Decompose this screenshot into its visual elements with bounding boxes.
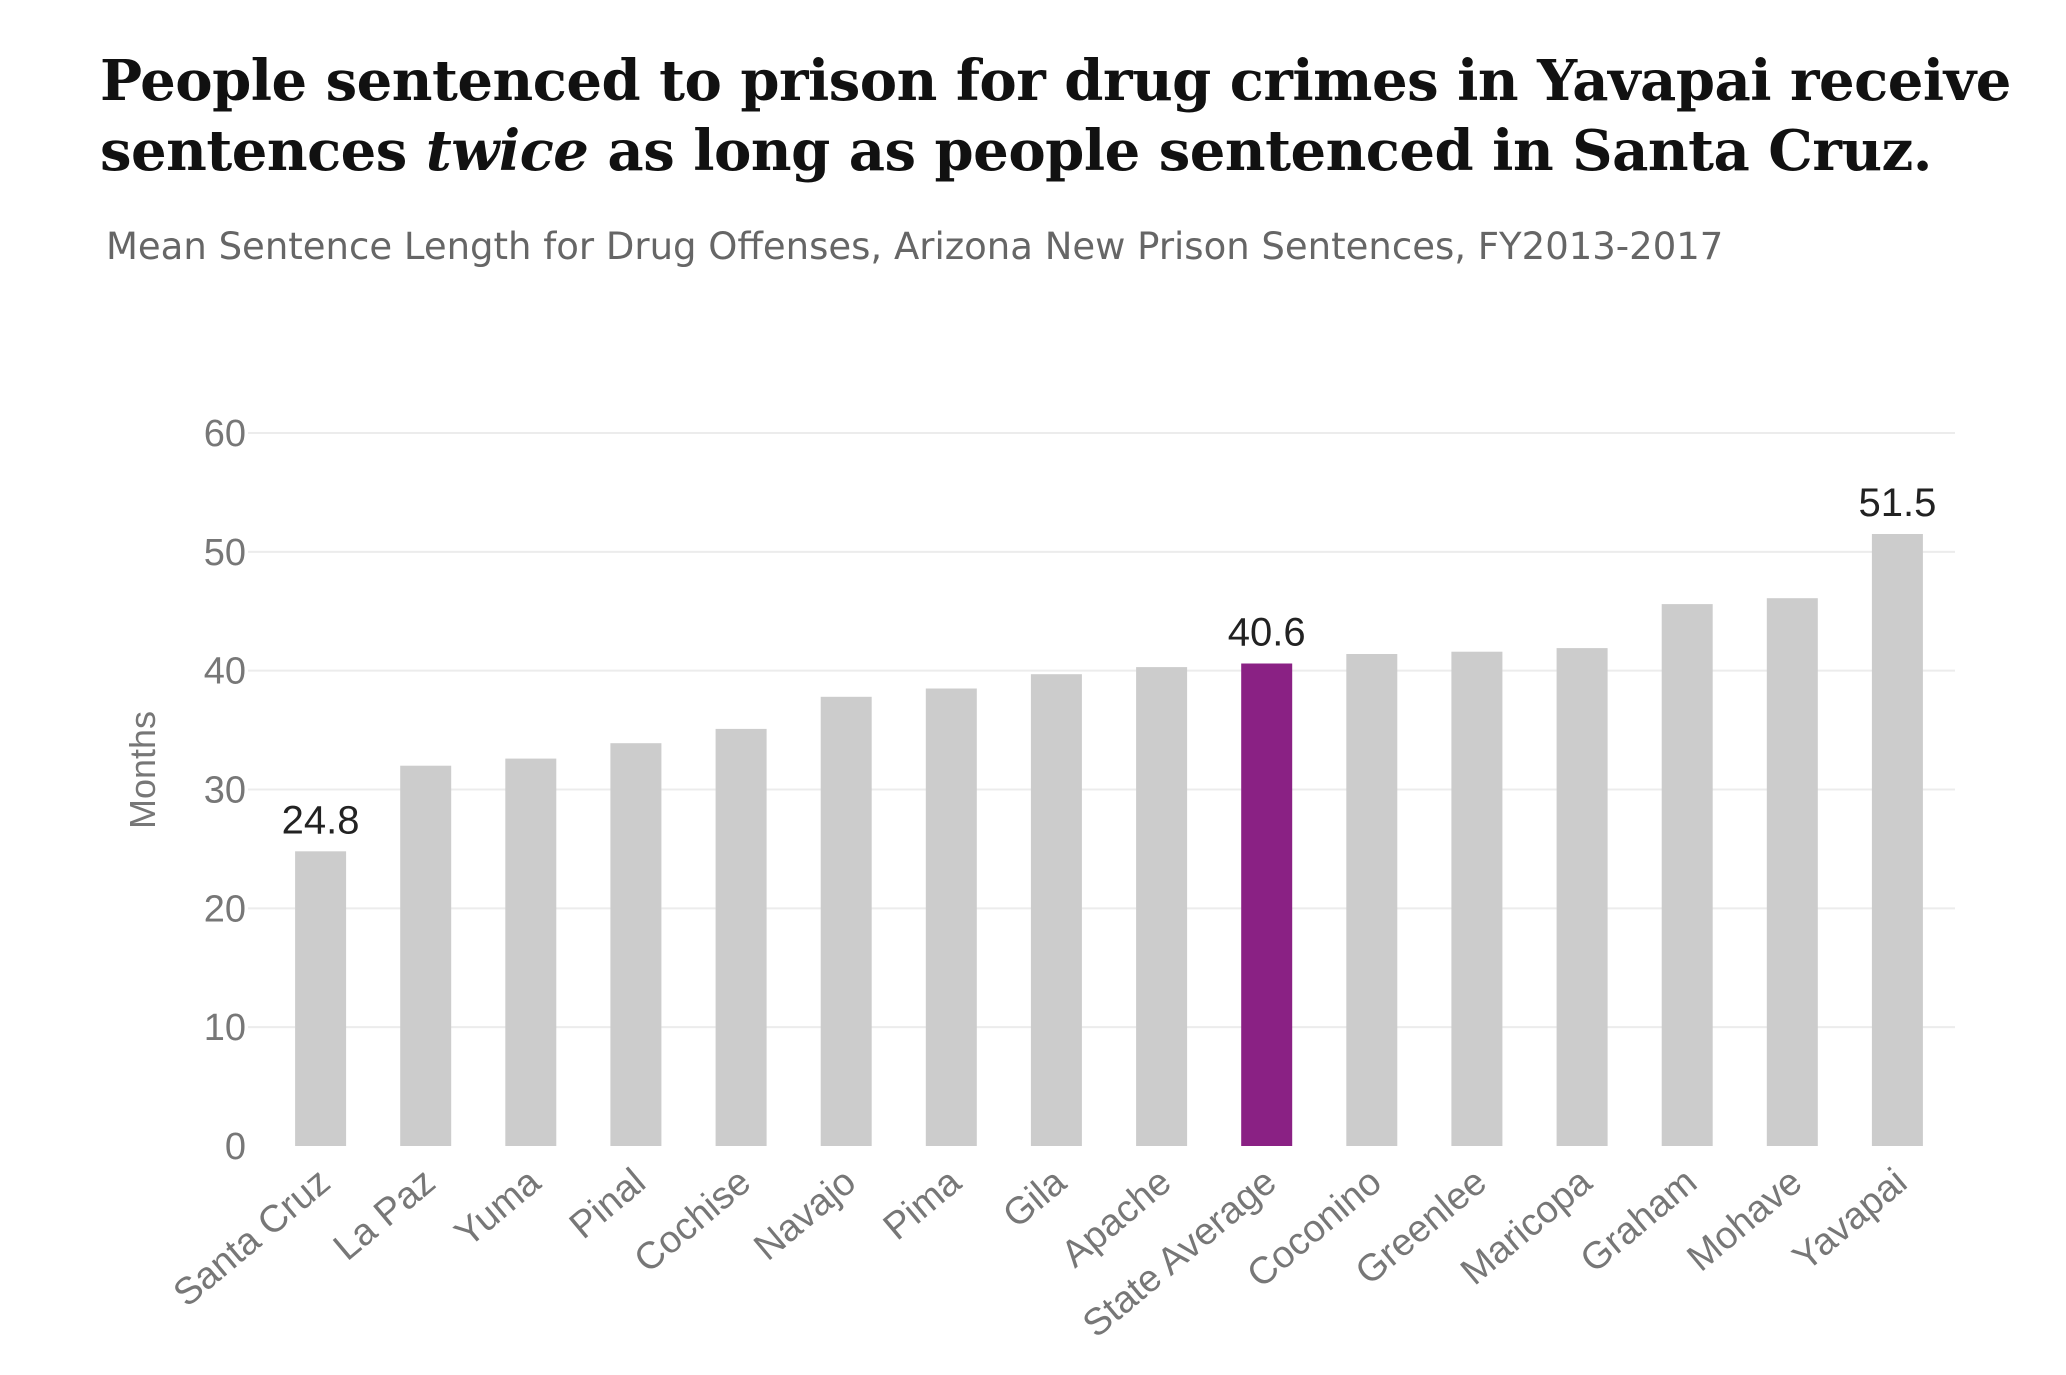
bar-cochise [715, 728, 767, 1146]
x-tick-label-pinal: Pinal [562, 1161, 654, 1247]
x-tick-label-pima: Pima [876, 1160, 970, 1248]
bar-state-average [1241, 663, 1293, 1146]
x-tick-label-mohave: Mohave [1680, 1161, 1811, 1280]
data-label-yavapai: 51.5 [1858, 481, 1936, 525]
x-tick-label-yavapai: Yavapai [1785, 1161, 1915, 1280]
x-tick-label-la-paz: La Paz [326, 1161, 444, 1269]
bar-maricopa [1556, 648, 1608, 1146]
bar-gila [1030, 674, 1082, 1146]
chart-title-emphasis: twice [425, 118, 589, 184]
bar-navajo [820, 696, 872, 1146]
y-tick-label-0: 0 [225, 1126, 246, 1168]
bar-coconino [1346, 654, 1398, 1146]
x-tick-label-cochise: Cochise [627, 1161, 759, 1281]
y-axis-title: Months [122, 711, 163, 829]
y-tick-label-60: 60 [204, 413, 246, 455]
bars [295, 534, 1923, 1146]
x-tick-label-gila: Gila [995, 1160, 1074, 1236]
x-tick-label-navajo: Navajo [746, 1161, 864, 1269]
y-tick-label-20: 20 [204, 888, 246, 930]
bar-pima [925, 688, 977, 1146]
y-tick-label-30: 30 [204, 770, 246, 812]
y-tick-label-50: 50 [204, 532, 246, 574]
chart-title-part2: as long as people sentenced in Santa Cru… [588, 118, 1932, 184]
y-axis-ticks: 0 10 20 30 40 50 60 [204, 413, 246, 1168]
x-tick-label-yuma: Yuma [447, 1160, 549, 1255]
bar-mohave [1766, 598, 1818, 1146]
x-tick-label-graham: Graham [1573, 1161, 1705, 1281]
data-labels: 24.8 40.6 51.5 [282, 481, 1937, 842]
bar-santa-cruz [295, 851, 347, 1146]
bar-yuma [505, 758, 557, 1146]
chart-subtitle: Mean Sentence Length for Drug Offenses, … [106, 225, 1724, 268]
y-tick-label-10: 10 [204, 1007, 246, 1049]
chart-title-part1: People sentenced to prison for drug crim… [100, 48, 2011, 184]
bar-pinal [610, 743, 662, 1146]
bar-greenlee [1451, 651, 1503, 1146]
data-label-santa-cruz: 24.8 [282, 798, 360, 842]
x-tick-label-santa-cruz: Santa Cruz [166, 1161, 339, 1315]
chart-title: People sentenced to prison for drug crim… [100, 46, 2060, 186]
bar-yavapai [1871, 534, 1923, 1146]
bar-apache [1136, 667, 1188, 1146]
data-label-state-average: 40.6 [1228, 611, 1306, 655]
bar-graham [1661, 604, 1713, 1146]
bar-la-paz [400, 765, 452, 1146]
y-tick-label-40: 40 [204, 651, 246, 693]
